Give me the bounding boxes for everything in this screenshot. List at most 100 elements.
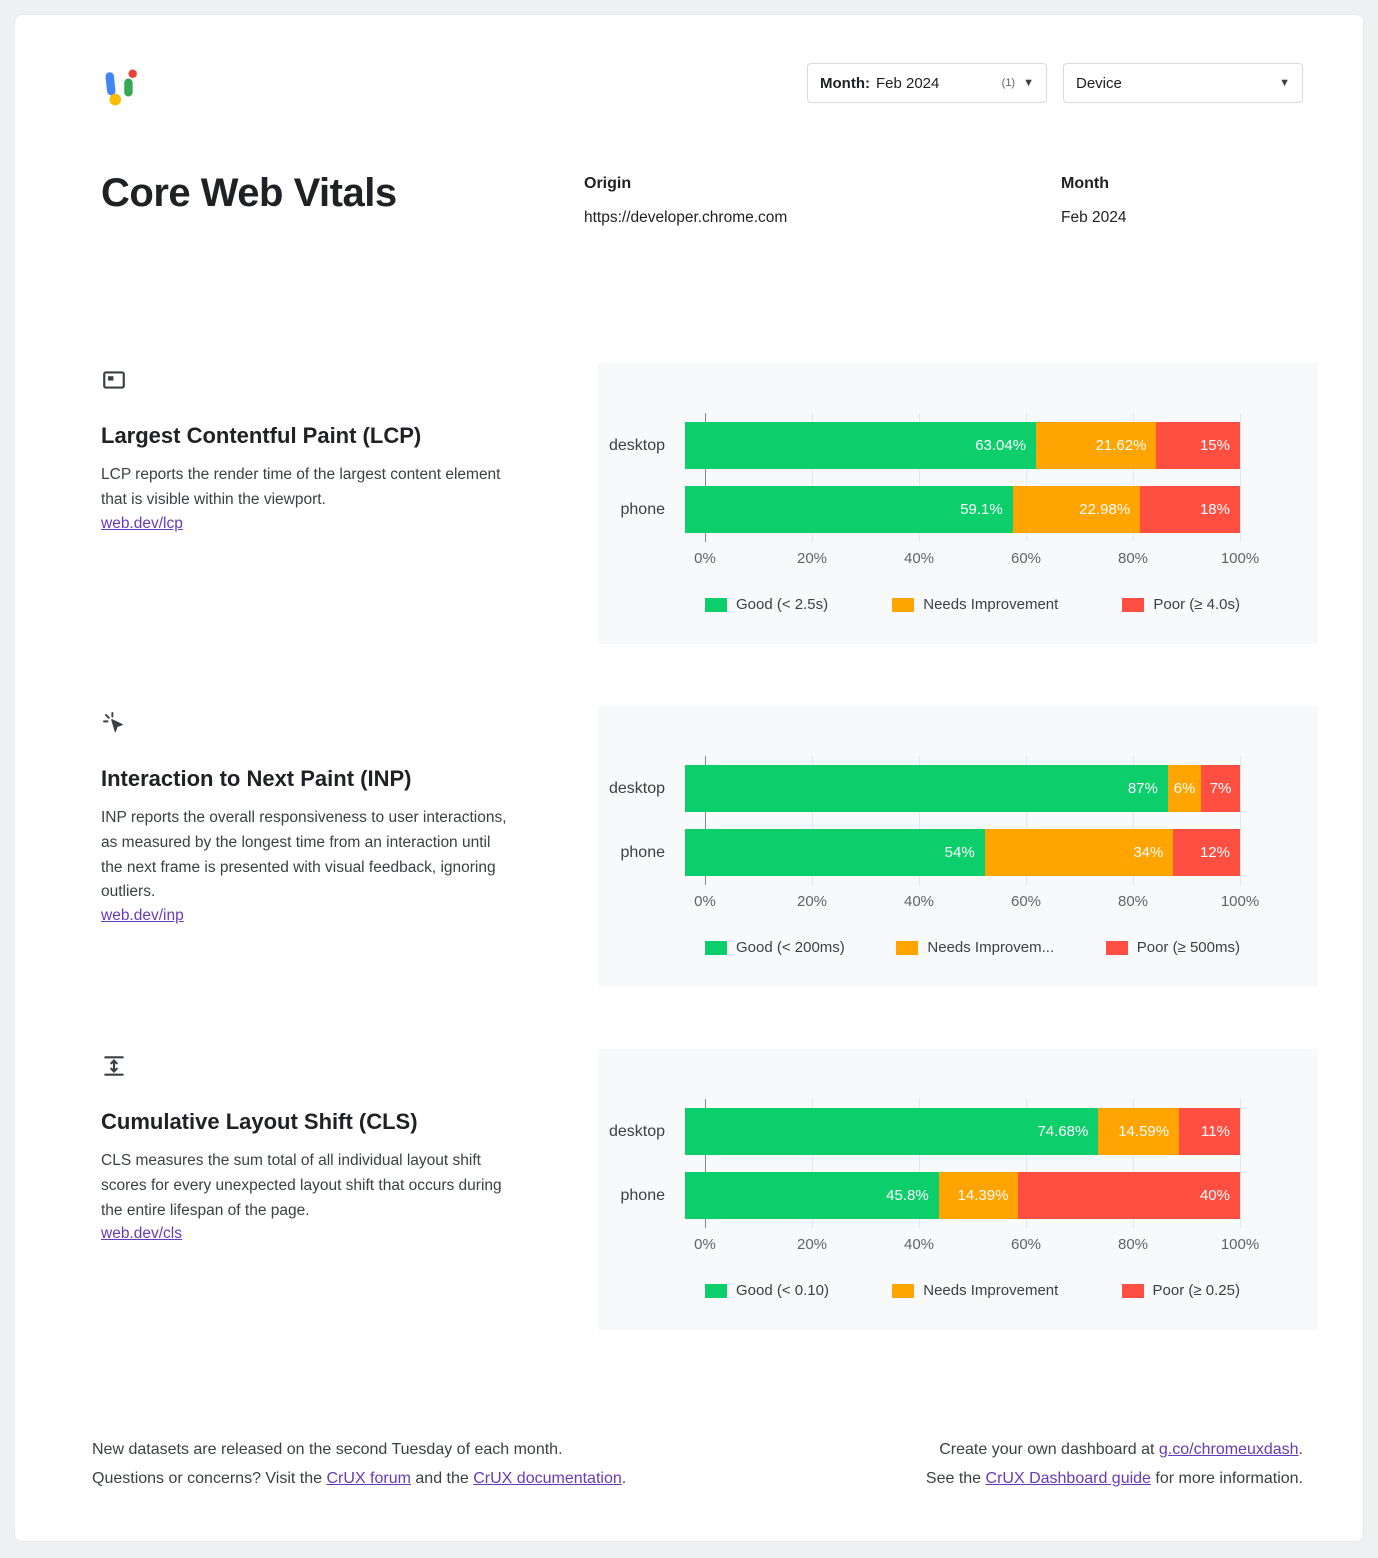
lcp-docs-link[interactable]: web.dev/lcp <box>101 514 183 532</box>
month-filter-label: Month: <box>820 74 870 92</box>
inp-docs-link[interactable]: web.dev/inp <box>101 907 184 925</box>
bar-segment-needs_improvement: 22.98% <box>1012 486 1141 533</box>
gridline <box>919 413 920 542</box>
lcp-section-description: LCP reports the render time of the large… <box>101 466 501 508</box>
chart-gridlines <box>705 413 1241 542</box>
axis-tick-label: 20% <box>796 1236 828 1253</box>
category-label: desktop <box>608 436 665 454</box>
cls-chart: desktop 74.68% 14.59% 11% phone 45.8% 14.39% 40… <box>598 1049 1318 1330</box>
legend-item: Needs Improvem... <box>896 939 1054 956</box>
axis-tick-label: 40% <box>903 550 935 567</box>
axis-tick-label: 0% <box>694 550 716 567</box>
axis-tick-label: 20% <box>796 550 828 567</box>
section-cls: Cumulative Layout Shift (CLS) CLS measur… <box>101 1049 1318 1330</box>
category-label: phone <box>620 500 666 518</box>
axis-tick-label: 0% <box>694 1236 716 1253</box>
footer-guide-line: See the CrUX Dashboard guide for more in… <box>926 1465 1303 1494</box>
gridline <box>1026 756 1027 885</box>
bar-segment-poor: 11% <box>1179 1108 1240 1155</box>
month-filter-dropdown[interactable]: Month: Feb 2024 (1) ▼ <box>807 63 1047 103</box>
lcp-section-title: Largest Contentful Paint (LCP) <box>101 423 422 448</box>
legend-swatch-needs_improvement <box>896 940 919 955</box>
gridline <box>1026 413 1027 542</box>
inp-section-description: INP reports the overall responsiveness t… <box>101 809 507 901</box>
viewport-frame-icon <box>101 367 127 393</box>
chart-legend: Good (< 2.5s) Needs Improvement Poor (≥ 4.… <box>705 596 1240 613</box>
dashboard-card: Month: Feb 2024 (1) ▼ Device ▼ Core Web … <box>14 14 1364 1542</box>
axis-tick-label: 80% <box>1117 893 1149 910</box>
month-value: Feb 2024 <box>1061 209 1127 226</box>
lcp-chart: desktop 63.04% 21.62% 15% phone 59.1% 22.98% 18… <box>598 363 1318 644</box>
chart-row-desktop: desktop 74.68% 14.59% 11% <box>598 1108 1240 1155</box>
legend-label: Good (< 0.10) <box>736 1282 829 1299</box>
gridline <box>1133 756 1134 885</box>
inp-section-title: Interaction to Next Paint (INP) <box>101 766 412 791</box>
gridline <box>812 413 813 542</box>
crux-documentation-link[interactable]: CrUX documentation <box>473 1469 622 1487</box>
footer-text: See the <box>925 1469 986 1487</box>
cls-section-description: CLS measures the sum total of all indivi… <box>101 1152 502 1219</box>
bar-segment-good: 87% <box>685 765 1168 812</box>
legend-label: Needs Improvem... <box>927 939 1055 956</box>
bar-segment-needs_improvement: 14.59% <box>1098 1108 1180 1155</box>
legend-item: Good (< 200ms) <box>705 939 845 956</box>
footer-text: . <box>1298 1441 1303 1458</box>
crux-forum-link[interactable]: CrUX forum <box>326 1469 411 1487</box>
footer-right: Create your own dashboard at g.co/chrome… <box>926 1436 1303 1494</box>
section-inp: Interaction to Next Paint (INP) INP repo… <box>101 706 1318 987</box>
legend-item: Good (< 0.10) <box>705 1282 829 1299</box>
origin-label: Origin <box>584 175 632 192</box>
legend-swatch-needs_improvement <box>892 597 915 612</box>
legend-swatch-needs_improvement <box>892 1283 915 1298</box>
chart-legend: Good (< 0.10) Needs Improvement Poor (≥ 0.… <box>705 1282 1240 1299</box>
bar-track: 54% 34% 12% <box>685 829 1240 876</box>
gridline <box>919 756 920 885</box>
chromeuxdash-link[interactable]: g.co/chromeuxdash <box>1158 1441 1299 1458</box>
bar-segment-poor: 40% <box>1018 1172 1240 1219</box>
footer-datasets-note: New datasets are released on the second … <box>92 1441 563 1458</box>
gridline <box>1240 1099 1241 1228</box>
report-header: Core Web Vitals Origin https://developer… <box>101 171 1303 227</box>
cls-section-title: Cumulative Layout Shift (CLS) <box>101 1109 418 1134</box>
legend-label: Needs Improvement <box>923 1282 1059 1299</box>
legend-swatch-good <box>705 940 727 955</box>
legend-label: Needs Improvement <box>923 596 1059 613</box>
chart-gridlines <box>705 1099 1241 1228</box>
metric-sections: Largest Contentful Paint (LCP) LCP repor… <box>87 363 1318 1330</box>
cursor-click-icon <box>101 710 127 736</box>
origin-block: Origin https://developer.chrome.com <box>584 171 1061 227</box>
axis-tick-label: 60% <box>1010 550 1042 567</box>
legend-item: Good (< 2.5s) <box>705 596 828 613</box>
footer-text: Create your own dashboard at <box>939 1441 1159 1458</box>
crux-dashboard-guide-link[interactable]: CrUX Dashboard guide <box>985 1469 1151 1487</box>
layout-shift-icon <box>101 1053 127 1079</box>
legend-swatch-poor <box>1105 940 1128 955</box>
bar-segment-good: 74.68% <box>685 1108 1099 1155</box>
y-axis-line <box>705 756 706 885</box>
chart-row-phone: phone 59.1% 22.98% 18% <box>598 486 1240 533</box>
category-label: phone <box>620 843 666 861</box>
top-bar: Month: Feb 2024 (1) ▼ Device ▼ <box>87 63 1303 107</box>
chart-gridlines <box>705 756 1241 885</box>
legend-label: Poor (≥ 4.0s) <box>1153 596 1240 613</box>
bar-track: 59.1% 22.98% 18% <box>685 486 1240 533</box>
footer-text: for more information. <box>1150 1469 1303 1487</box>
gridline <box>1240 413 1241 542</box>
category-label: desktop <box>608 1122 665 1140</box>
axis-tick-label: 100% <box>1220 1236 1260 1253</box>
inp-chart: desktop 87% 6% 7% phone 54% 34% 12% 0% 20% 40% 60% 8… <box>598 706 1318 987</box>
gridline <box>1133 1099 1134 1228</box>
x-axis-ticks: 0% 20% 40% 60% 80% 100% <box>694 893 1259 915</box>
month-filter-value: Feb 2024 <box>875 74 940 92</box>
origin-value: https://developer.chrome.com <box>584 209 788 226</box>
y-axis-line <box>705 1099 706 1228</box>
footer-text: . <box>621 1469 627 1487</box>
legend-label: Good (< 200ms) <box>736 939 845 956</box>
footer-questions-line: Questions or concerns? Visit the CrUX fo… <box>92 1465 626 1494</box>
chart-row-desktop: desktop 63.04% 21.62% 15% <box>598 422 1240 469</box>
device-filter-label: Device <box>1076 74 1122 92</box>
device-filter-dropdown[interactable]: Device ▼ <box>1063 63 1303 103</box>
legend-swatch-good <box>705 597 727 612</box>
cls-docs-link[interactable]: web.dev/cls <box>101 1225 182 1243</box>
bar-segment-poor: 12% <box>1173 829 1240 876</box>
